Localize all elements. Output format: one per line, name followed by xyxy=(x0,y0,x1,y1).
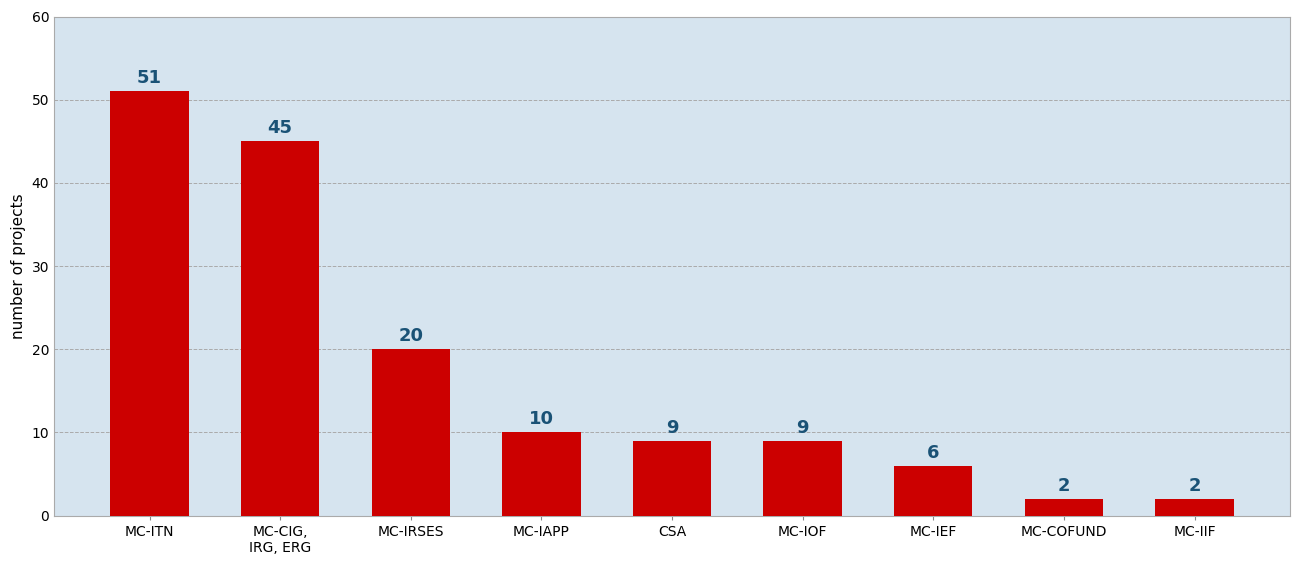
Text: 9: 9 xyxy=(796,419,809,436)
Text: 20: 20 xyxy=(398,327,423,345)
Bar xyxy=(632,441,712,516)
Text: 51: 51 xyxy=(137,69,163,87)
Text: 45: 45 xyxy=(268,119,293,137)
Text: 9: 9 xyxy=(666,419,678,436)
Bar xyxy=(764,441,842,516)
Bar xyxy=(1025,499,1103,516)
Text: 6: 6 xyxy=(928,444,939,462)
Bar xyxy=(502,432,580,516)
Y-axis label: number of projects: number of projects xyxy=(12,194,26,339)
Bar xyxy=(1155,499,1233,516)
Text: 2: 2 xyxy=(1058,477,1071,495)
Bar xyxy=(111,92,189,516)
Bar xyxy=(372,349,450,516)
Text: 2: 2 xyxy=(1188,477,1201,495)
Text: 10: 10 xyxy=(530,410,554,428)
Bar xyxy=(894,466,972,516)
Bar xyxy=(241,142,319,516)
